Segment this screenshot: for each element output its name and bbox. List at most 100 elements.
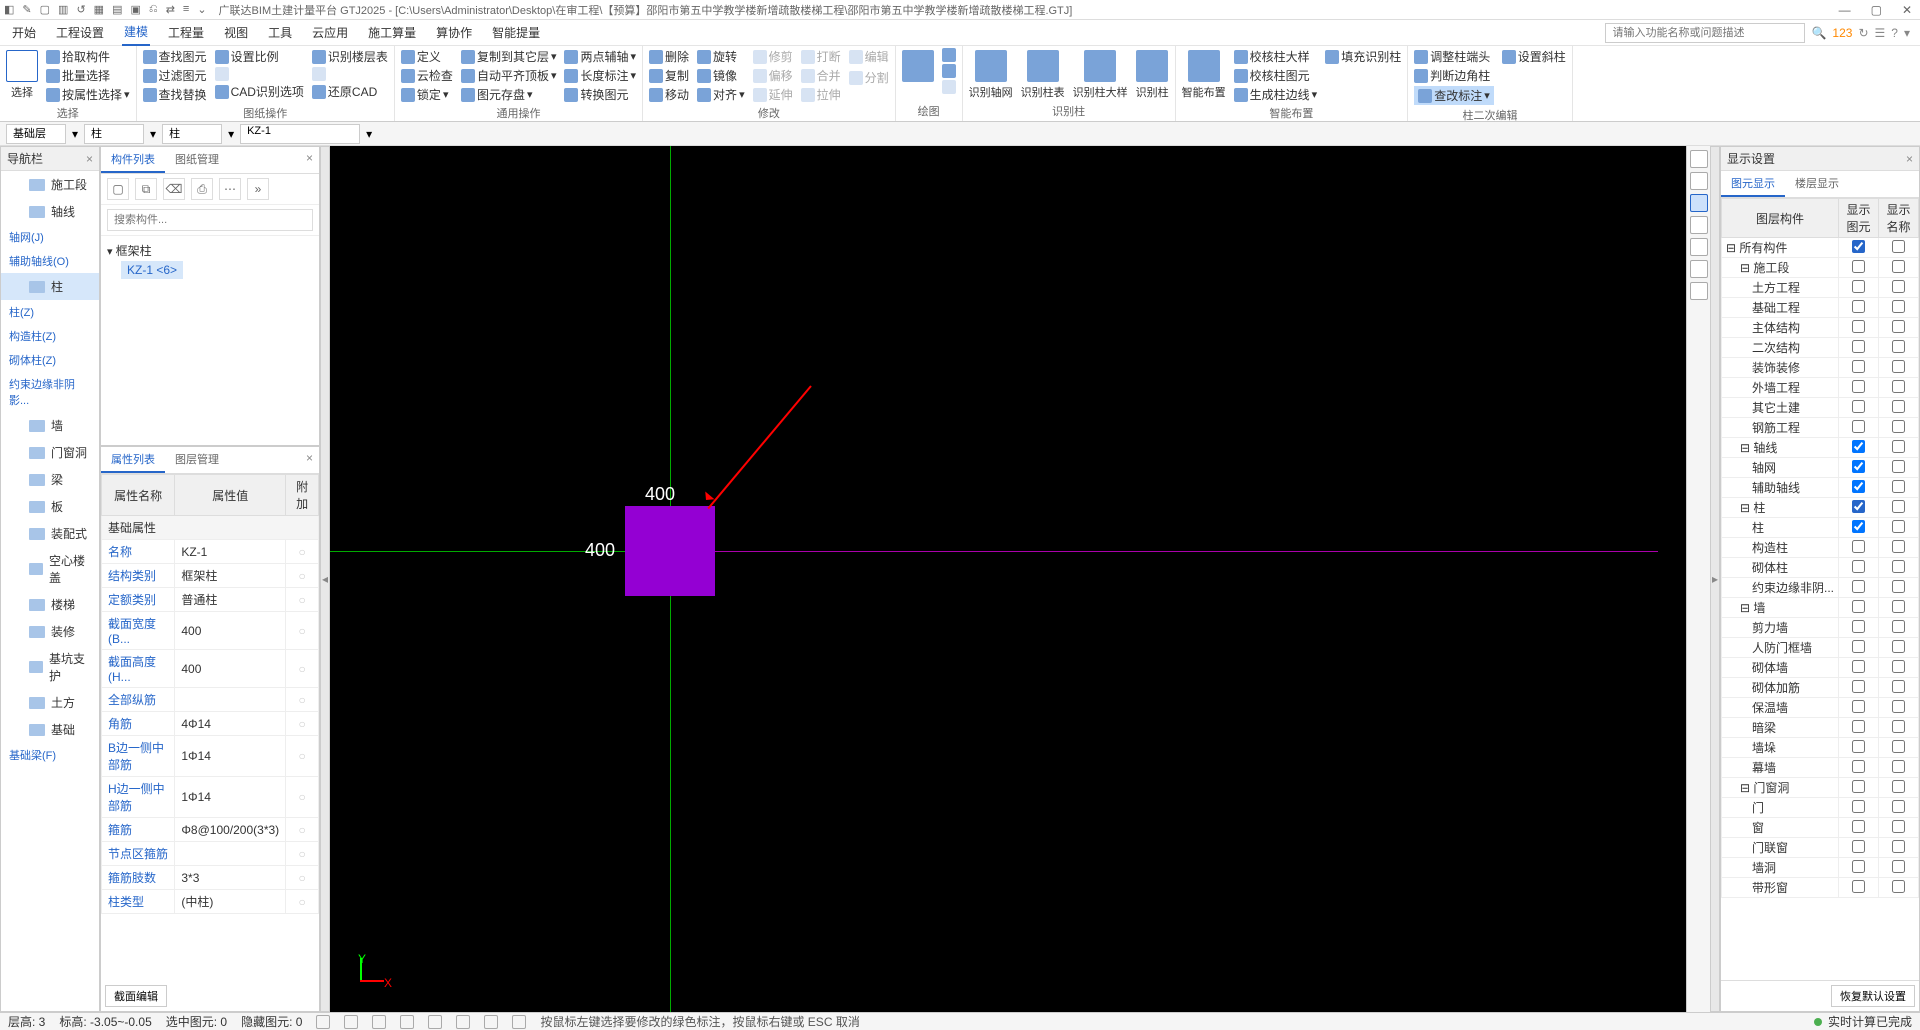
layer-name[interactable]: 钢筋工程 bbox=[1722, 418, 1839, 438]
maximize-button[interactable]: ▢ bbox=[1867, 3, 1886, 17]
prop-row[interactable]: 柱类型(中柱)○ bbox=[102, 890, 319, 914]
cmd-fillrec[interactable]: 填充识别柱 bbox=[1325, 48, 1401, 65]
layer-name[interactable]: 装饰装修 bbox=[1722, 358, 1839, 378]
nav-item[interactable]: 门窗洞 bbox=[1, 439, 99, 466]
show-name-checkbox[interactable] bbox=[1892, 820, 1905, 833]
show-elem-checkbox[interactable] bbox=[1852, 480, 1865, 493]
cmd-convert[interactable]: 转换图元 bbox=[564, 86, 636, 103]
nav-item[interactable]: 装修 bbox=[1, 618, 99, 645]
show-elem-checkbox[interactable] bbox=[1852, 360, 1865, 373]
prop-value[interactable]: 4Φ14 bbox=[175, 712, 286, 736]
show-elem-checkbox[interactable] bbox=[1852, 340, 1865, 353]
tab-quantity[interactable]: 工程量 bbox=[166, 20, 206, 45]
tab-drawing[interactable]: 图纸管理 bbox=[165, 147, 229, 173]
tree-root[interactable]: ▾ 框架柱 bbox=[107, 240, 313, 261]
show-elem-checkbox[interactable] bbox=[1852, 820, 1865, 833]
show-name-checkbox[interactable] bbox=[1892, 680, 1905, 693]
show-elem-checkbox[interactable] bbox=[1852, 760, 1865, 773]
layer-name[interactable]: 幕墙 bbox=[1722, 758, 1839, 778]
layer-name[interactable]: 墙洞 bbox=[1722, 858, 1839, 878]
qat-icon[interactable]: ▥ bbox=[58, 3, 68, 16]
layer-name[interactable]: 辅助轴线 bbox=[1722, 478, 1839, 498]
cmd-cloudcheck[interactable]: 云检查 bbox=[401, 67, 453, 84]
view-sel-icon[interactable] bbox=[1690, 260, 1708, 278]
layer-name[interactable]: ⊟ 柱 bbox=[1722, 498, 1839, 518]
show-elem-checkbox[interactable] bbox=[1852, 440, 1865, 453]
new-icon[interactable]: ▢ bbox=[107, 178, 129, 200]
prop-row[interactable]: 截面高度(H...400○ bbox=[102, 650, 319, 688]
cmd-judgecorner[interactable]: 判断边角柱 bbox=[1414, 67, 1494, 84]
layer-name[interactable]: 基础工程 bbox=[1722, 298, 1839, 318]
filter-layer[interactable]: 基础层 bbox=[6, 124, 66, 144]
qat-icon[interactable]: ◧ bbox=[4, 3, 14, 16]
cmd-rccol[interactable]: 识别柱 bbox=[1136, 84, 1169, 100]
cmd-d1[interactable] bbox=[942, 48, 956, 62]
prop-value[interactable]: 400 bbox=[175, 650, 286, 688]
nav-item[interactable]: 柱 bbox=[1, 273, 99, 300]
prop-extra[interactable]: ○ bbox=[286, 890, 319, 914]
layer-name[interactable]: 剪力墙 bbox=[1722, 618, 1839, 638]
show-name-checkbox[interactable] bbox=[1892, 800, 1905, 813]
show-elem-checkbox[interactable] bbox=[1852, 420, 1865, 433]
tab-layers[interactable]: 图层管理 bbox=[165, 447, 229, 473]
prop-value[interactable]: 普通柱 bbox=[175, 588, 286, 612]
close-icon[interactable]: × bbox=[300, 147, 319, 173]
prop-extra[interactable]: ○ bbox=[286, 842, 319, 866]
sb-icon[interactable] bbox=[316, 1015, 330, 1029]
show-elem-checkbox[interactable] bbox=[1852, 720, 1865, 733]
layer-name[interactable]: ⊟ 门窗洞 bbox=[1722, 778, 1839, 798]
prop-value[interactable]: 1Φ14 bbox=[175, 736, 286, 777]
cmd-check1[interactable]: 校核柱大样 bbox=[1234, 48, 1318, 65]
show-elem-checkbox[interactable] bbox=[1852, 500, 1865, 513]
cmd-rccoldet[interactable]: 识别柱大样 bbox=[1073, 84, 1128, 100]
close-icon[interactable]: × bbox=[86, 152, 93, 166]
layer-name[interactable]: ⊟ 所有构件 bbox=[1722, 238, 1839, 258]
show-elem-checkbox[interactable] bbox=[1852, 700, 1865, 713]
prop-extra[interactable]: ○ bbox=[286, 588, 319, 612]
search-icon[interactable]: 🔍 bbox=[1811, 26, 1826, 40]
layer-name[interactable]: 暗梁 bbox=[1722, 718, 1839, 738]
tab-construction[interactable]: 施工算量 bbox=[366, 20, 418, 45]
show-elem-checkbox[interactable] bbox=[1852, 800, 1865, 813]
sb-icon[interactable] bbox=[484, 1015, 498, 1029]
layer-name[interactable]: ⊟ 墙 bbox=[1722, 598, 1839, 618]
help-icon[interactable]: ? bbox=[1891, 26, 1898, 40]
dropdown-icon[interactable]: ▾ bbox=[1904, 26, 1910, 40]
show-elem-checkbox[interactable] bbox=[1852, 560, 1865, 573]
cmd-setslant[interactable]: 设置斜柱 bbox=[1502, 48, 1566, 65]
prop-row[interactable]: 箍筋肢数3*3○ bbox=[102, 866, 319, 890]
show-elem-checkbox[interactable] bbox=[1852, 320, 1865, 333]
layer-name[interactable]: 构造柱 bbox=[1722, 538, 1839, 558]
nav-group[interactable]: 轴网(J) bbox=[1, 225, 99, 249]
cmd-move[interactable]: 移动 bbox=[649, 86, 689, 103]
prop-extra[interactable]: ○ bbox=[286, 650, 319, 688]
prop-row[interactable]: 定额类别普通柱○ bbox=[102, 588, 319, 612]
qat-icon[interactable]: ⇄ bbox=[166, 3, 175, 16]
tab-start[interactable]: 开始 bbox=[10, 20, 38, 45]
cmd-rotate[interactable]: 旋转 bbox=[697, 48, 745, 65]
coltbl-icon[interactable] bbox=[1027, 50, 1059, 82]
show-name-checkbox[interactable] bbox=[1892, 360, 1905, 373]
layer-name[interactable]: 窗 bbox=[1722, 818, 1839, 838]
show-name-checkbox[interactable] bbox=[1892, 720, 1905, 733]
tab-floordisp[interactable]: 楼层显示 bbox=[1785, 171, 1849, 197]
prop-value[interactable]: KZ-1 bbox=[175, 540, 286, 564]
qat-icon[interactable]: ↺ bbox=[76, 3, 85, 16]
prop-extra[interactable]: ○ bbox=[286, 688, 319, 712]
layer-name[interactable]: 门联窗 bbox=[1722, 838, 1839, 858]
prop-value[interactable]: 400 bbox=[175, 612, 286, 650]
show-name-checkbox[interactable] bbox=[1892, 320, 1905, 333]
show-name-checkbox[interactable] bbox=[1892, 500, 1905, 513]
collapse-right[interactable]: ▸ bbox=[1710, 146, 1720, 1012]
nav-group[interactable]: 构造柱(Z) bbox=[1, 324, 99, 348]
cmd-d2[interactable] bbox=[942, 64, 956, 78]
smart-icon[interactable] bbox=[1188, 50, 1220, 82]
cmd-save[interactable]: 图元存盘 ▾ bbox=[461, 86, 557, 103]
nav-item[interactable]: 板 bbox=[1, 493, 99, 520]
show-elem-checkbox[interactable] bbox=[1852, 460, 1865, 473]
cmd-replace[interactable]: 查找替换 bbox=[143, 86, 207, 103]
nav-item[interactable]: 梁 bbox=[1, 466, 99, 493]
show-elem-checkbox[interactable] bbox=[1852, 860, 1865, 873]
view-side-icon[interactable] bbox=[1690, 238, 1708, 256]
cmd-scale[interactable]: 设置比例 bbox=[215, 48, 304, 65]
